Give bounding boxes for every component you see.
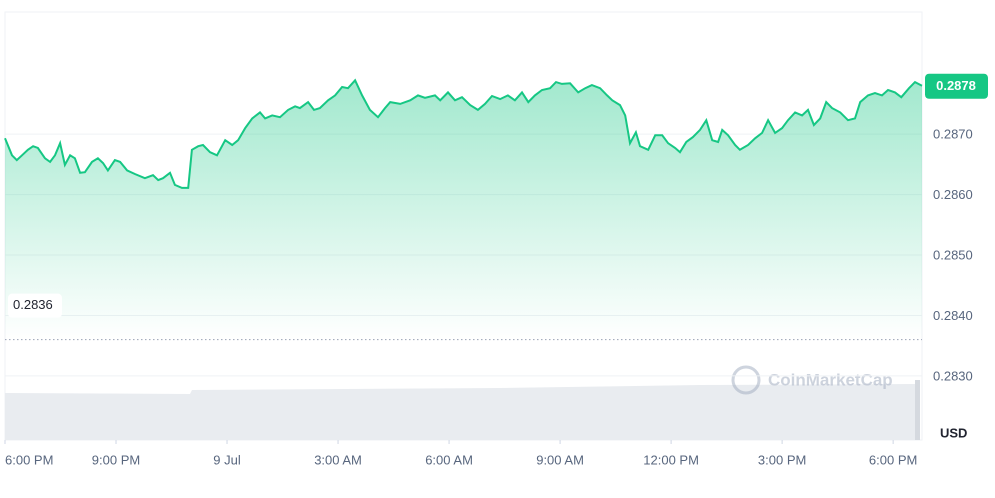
x-tick-label: 12:00 PM bbox=[643, 452, 699, 467]
watermark: CoinMarketCap bbox=[731, 365, 893, 395]
volume-area bbox=[5, 384, 915, 440]
x-tick-label: 6:00 PM bbox=[5, 452, 53, 467]
price-tag bbox=[925, 73, 988, 99]
x-tick-label: 3:00 AM bbox=[314, 452, 362, 467]
watermark-text: CoinMarketCap bbox=[768, 370, 893, 389]
currency-label: USD bbox=[940, 425, 967, 440]
x-tick-label: 9 Jul bbox=[213, 452, 241, 467]
area-fill bbox=[5, 80, 922, 340]
x-tick-label: 3:00 PM bbox=[758, 452, 806, 467]
x-tick-label: 6:00 PM bbox=[869, 452, 917, 467]
price-line bbox=[4, 78, 923, 189]
y-tick-label: 0.2830 bbox=[933, 368, 973, 383]
price-tag-label: 0.2878 bbox=[936, 78, 976, 93]
y-tick-label: 0.2870 bbox=[933, 127, 973, 142]
baseline-label: 0.2836 bbox=[13, 297, 53, 312]
y-tick-label: 0.2860 bbox=[933, 187, 973, 202]
volume-bar bbox=[915, 380, 920, 440]
baseline-tag bbox=[8, 293, 62, 318]
x-tick-label: 6:00 AM bbox=[425, 452, 473, 467]
x-tick-label: 9:00 PM bbox=[92, 452, 140, 467]
y-tick-label: 0.2840 bbox=[933, 308, 973, 323]
x-tick-label: 9:00 AM bbox=[536, 452, 584, 467]
y-tick-label: 0.2850 bbox=[933, 247, 973, 262]
